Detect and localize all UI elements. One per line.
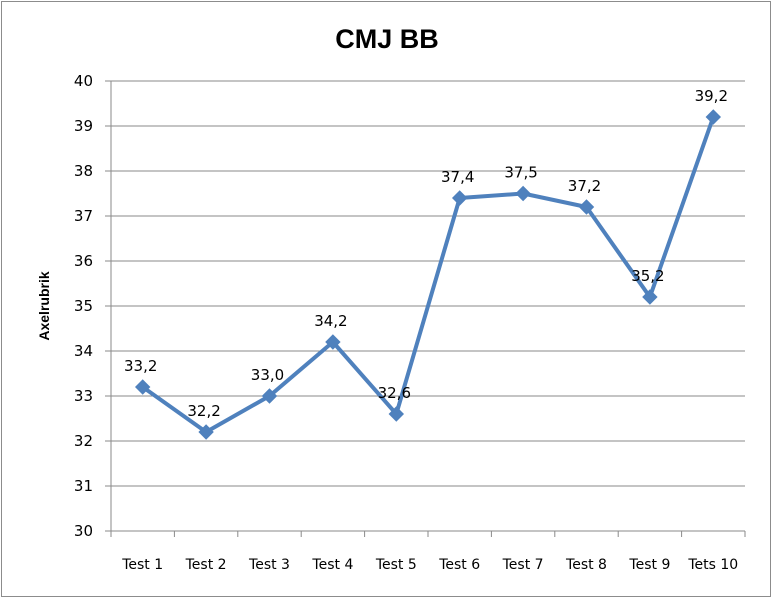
- data-label: 34,2: [314, 312, 347, 330]
- y-tick-label: 39: [74, 117, 93, 135]
- y-tick-label: 36: [74, 252, 93, 270]
- data-labels: 33,2 32,2 33,0 34,2 32,6 37,4 37,5 37,2 35,2 39,2: [124, 87, 728, 420]
- x-tick-label: Test 2: [185, 557, 227, 573]
- x-tick-label: Test 4: [311, 557, 353, 573]
- data-point: [134, 379, 151, 395]
- data-point: [451, 190, 468, 206]
- x-tick-label: Test 5: [375, 557, 417, 573]
- y-tick-label: 33: [74, 387, 93, 405]
- data-point: [515, 185, 531, 202]
- y-tick-labels: 30 31 32 33 34 35 36 37 38 39 40: [74, 72, 93, 540]
- series-line-path: [141, 116, 716, 434]
- data-label: 32,6: [378, 384, 411, 402]
- data-point: [578, 199, 595, 215]
- x-tick-label: Test 6: [438, 557, 480, 573]
- y-tick-label: 32: [74, 432, 93, 450]
- data-point: [325, 334, 341, 350]
- y-tick-label: 37: [74, 207, 93, 225]
- data-label: 33,0: [251, 366, 284, 384]
- x-tick-labels: Test 1 Test 2 Test 3 Test 4 Test 5 Test 6 Test…: [121, 557, 738, 573]
- y-tick-label: 38: [74, 162, 93, 180]
- x-tick-label: Test 8: [565, 557, 607, 573]
- data-point: [198, 424, 214, 440]
- data-label: 37,4: [441, 168, 474, 186]
- data-label: 37,2: [568, 177, 601, 195]
- y-tick-label: 30: [74, 522, 93, 540]
- data-point: [388, 406, 405, 422]
- x-tick-label: Tets 10: [687, 557, 738, 573]
- y-tick-label: 34: [74, 342, 93, 360]
- y-axis-label: Axelrubrik: [36, 271, 52, 340]
- x-tick-label: Test 1: [121, 557, 163, 573]
- x-tick-label: Test 9: [628, 557, 670, 573]
- y-tick-label: 31: [74, 477, 93, 495]
- series-line: [141, 116, 716, 434]
- data-label: 33,2: [124, 357, 157, 375]
- y-tick-label: 40: [74, 72, 93, 90]
- data-point: [642, 289, 658, 305]
- axes: [105, 80, 746, 537]
- x-tick-label: Test 3: [248, 557, 290, 573]
- chart-title: CMJ BB: [335, 24, 439, 54]
- x-tick-label: Test 7: [502, 557, 544, 573]
- data-point: [261, 388, 278, 404]
- y-tick-label: 35: [74, 297, 93, 315]
- data-point: [705, 109, 722, 125]
- data-markers: [134, 109, 722, 440]
- data-label: 32,2: [187, 402, 220, 420]
- data-label: 37,5: [504, 164, 537, 182]
- data-label: 35,2: [631, 267, 664, 285]
- data-label: 39,2: [695, 87, 728, 105]
- gridlines: [111, 80, 745, 487]
